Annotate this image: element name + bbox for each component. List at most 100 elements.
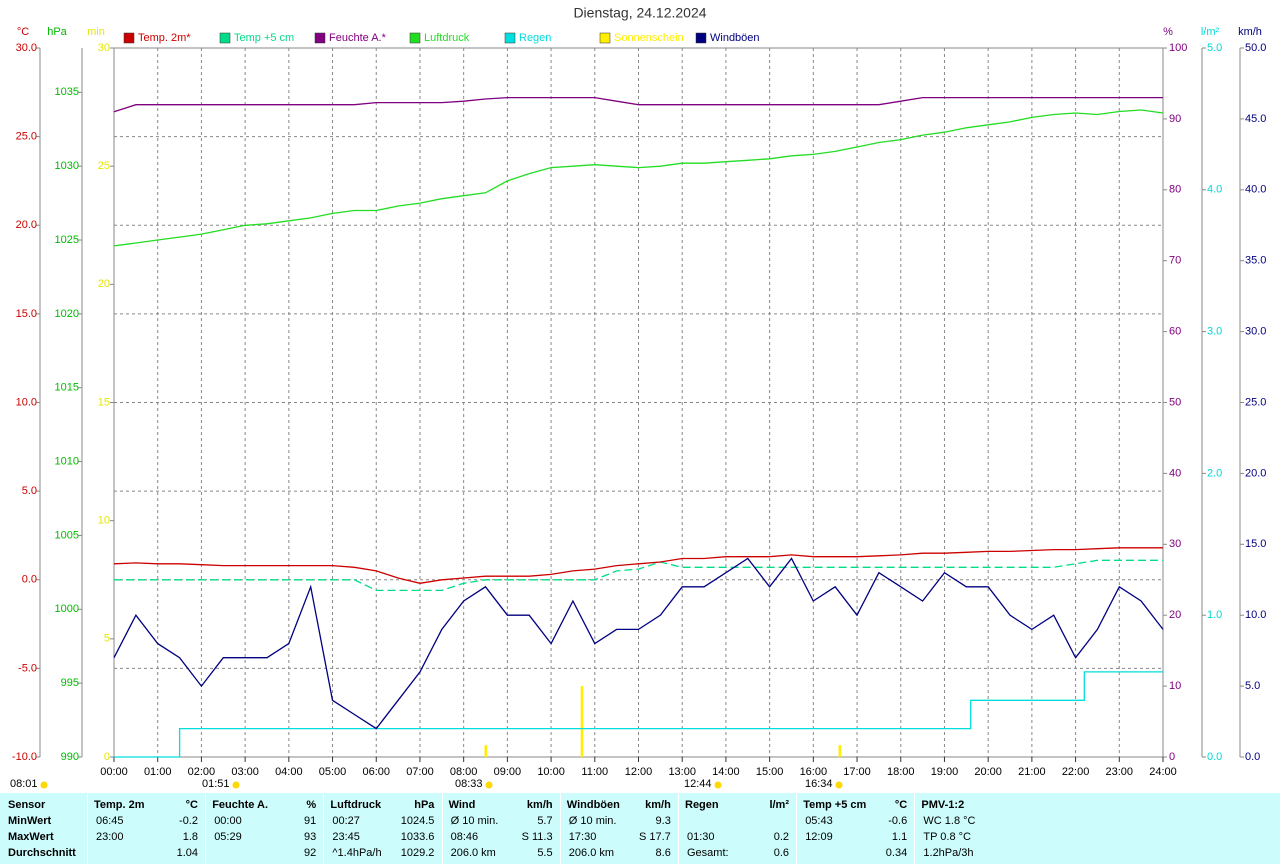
y-tick-label: 45.0: [1245, 113, 1266, 125]
sun-time: 08:01: [10, 778, 38, 790]
y-tick-label: 20.0: [16, 219, 37, 231]
y-tick-label: 10.0: [16, 396, 37, 408]
y-tick-label: 1005: [55, 529, 79, 541]
x-tick-label: 02:00: [188, 766, 216, 778]
cell-value: S 17.7: [639, 831, 671, 843]
y-tick-label: 30: [98, 42, 110, 54]
y-tick-label: 0.0: [1207, 751, 1222, 763]
axis-unit: l/m²: [1201, 26, 1220, 38]
x-tick-label: 24:00: [1149, 766, 1177, 778]
row-label: Sensor: [8, 799, 46, 811]
x-tick-label: 11:00: [581, 766, 608, 778]
y-tick-label: 20: [98, 278, 110, 290]
column-unit: km/h: [645, 799, 671, 811]
cell-value: 1.8: [182, 831, 198, 843]
y-tick-label: 1010: [55, 455, 79, 467]
y-tick-label: 50.0: [1245, 42, 1266, 54]
x-tick-label: 09:00: [494, 766, 522, 778]
y-tick-label: 10.0: [1245, 609, 1266, 621]
y-tick-label: 70: [1169, 255, 1181, 267]
row-label: MaxWert: [8, 831, 54, 843]
column-header: Temp +5 cm: [803, 799, 867, 811]
sun-icon: [714, 781, 722, 789]
y-tick-label: 1035: [55, 86, 79, 98]
cell-value: 1029.2: [400, 847, 435, 859]
y-tick-label: 90: [1169, 113, 1181, 125]
y-tick-label: 25.0: [1245, 396, 1266, 408]
cell-note: 05:29: [214, 831, 242, 843]
column-header: Temp. 2m: [94, 799, 145, 811]
sun-icon: [40, 781, 48, 789]
series-line: [114, 559, 1163, 592]
y-tick-label: 80: [1169, 184, 1181, 196]
y-tick-label: 1015: [55, 382, 79, 394]
series-line: [113, 557, 1164, 730]
cell-value: S 11.3: [521, 831, 553, 843]
cell-value: 0.6: [773, 847, 789, 859]
legend-swatch: [504, 32, 516, 44]
y-tick-label: -10.0: [12, 751, 37, 763]
legend-label: Luftdruck: [424, 32, 470, 44]
y-tick-label: 5.0: [1245, 680, 1260, 692]
row-label: MinWert: [8, 815, 52, 827]
x-tick-label: 14:00: [712, 766, 740, 778]
axis-unit: km/h: [1238, 26, 1262, 38]
cell-note: 12:09: [805, 831, 833, 843]
cell-note: ^1.4hPa/h: [332, 847, 382, 859]
y-tick-label: 1030: [55, 160, 79, 172]
cell-note: TP 0.8 °C: [923, 831, 971, 843]
x-tick-label: 07:00: [406, 766, 434, 778]
stats-table: Sensor MinWert MaxWert Durchschnitt Temp. 2m…: [0, 793, 1280, 864]
y-tick-label: 1020: [55, 308, 79, 320]
cell-value: 91: [303, 815, 317, 827]
column-unit: hPa: [414, 799, 435, 811]
x-tick-label: 22:00: [1062, 766, 1090, 778]
column-separator: [914, 793, 916, 864]
sun-icon: [835, 781, 843, 789]
cell-note: 00:00: [214, 815, 242, 827]
x-tick-label: 05:00: [319, 766, 347, 778]
sunshine-bar: [484, 745, 488, 757]
sun-time: 01:51: [202, 778, 230, 790]
column-unit: km/h: [526, 799, 553, 811]
legend-label: Sonnenschein: [614, 32, 684, 44]
column-unit: l/m²: [769, 799, 789, 811]
cell-note: 00:27: [332, 815, 360, 827]
x-tick-label: 01:00: [144, 766, 172, 778]
y-tick-label: 25.0: [16, 131, 37, 143]
sun-time: 16:34: [805, 778, 833, 790]
x-tick-label: 18:00: [887, 766, 915, 778]
axis-unit: %: [1163, 26, 1173, 38]
series-line: [113, 547, 1163, 584]
cell-note: 17:30: [568, 831, 597, 843]
x-tick-label: 03:00: [231, 766, 259, 778]
legend-swatch: [123, 32, 135, 44]
sunshine-bar: [580, 686, 584, 757]
column-separator: [205, 793, 207, 864]
y-tick-label: 2.0: [1207, 467, 1222, 479]
x-tick-label: 13:00: [668, 766, 696, 778]
column-header: Luftdruck: [330, 799, 382, 811]
cell-note: 206.0 km: [568, 847, 615, 859]
y-tick-label: 50: [1169, 396, 1181, 408]
y-tick-label: -5.0: [18, 662, 37, 674]
y-tick-label: 0.0: [22, 574, 37, 586]
sun-icon: [232, 781, 240, 789]
column-separator: [441, 793, 443, 864]
column-unit: %: [306, 799, 317, 811]
legend-label: Temp +5 cm: [234, 32, 294, 44]
cell-value: -0.6: [888, 815, 908, 827]
cell-value: 0.34: [885, 847, 908, 859]
column-header: Windböen: [566, 799, 620, 811]
cell-value: 1024.5: [400, 815, 435, 827]
chart-title: Dienstag, 24.12.2024: [573, 5, 706, 21]
y-tick-label: 0: [104, 751, 110, 763]
legend-swatch: [599, 32, 611, 44]
y-tick-label: 40.0: [1245, 184, 1266, 196]
y-tick-label: 25: [98, 160, 110, 172]
cell-value: 1.04: [176, 847, 198, 859]
axis-unit: °C: [17, 26, 29, 38]
y-tick-label: 0: [1169, 751, 1175, 763]
column-header: Regen: [685, 799, 719, 811]
cell-note: 08:46: [450, 831, 479, 843]
